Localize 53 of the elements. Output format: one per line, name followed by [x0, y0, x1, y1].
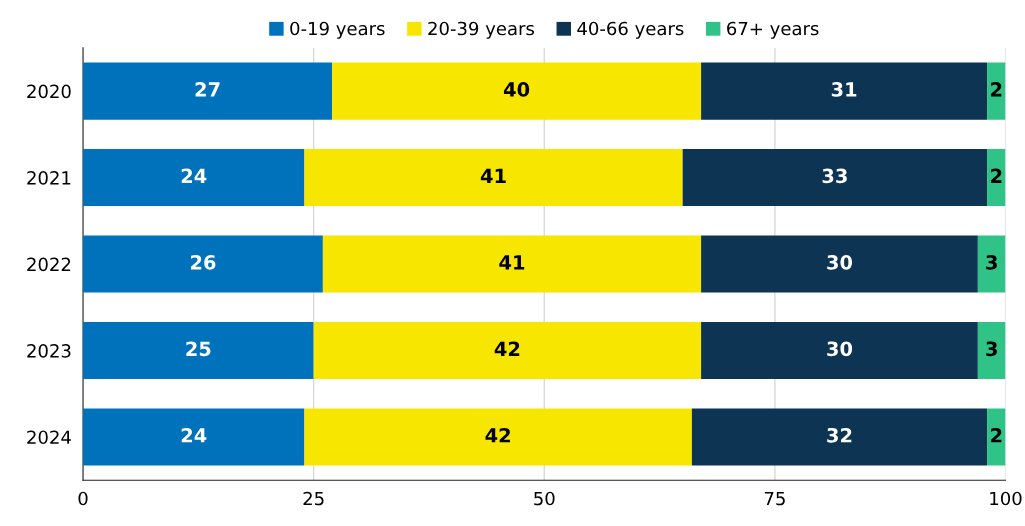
legend-label: 40-66 years — [577, 21, 684, 39]
x-tick-label: 50 — [534, 491, 555, 506]
data-label: 41 — [499, 255, 525, 270]
bar — [701, 62, 988, 120]
y-tick-label: 2021 — [27, 171, 71, 185]
bar — [332, 62, 702, 120]
legend-label: 67+ years — [727, 21, 819, 39]
data-label: 26 — [190, 254, 216, 270]
data-label: 3 — [986, 341, 997, 357]
bar — [322, 235, 702, 293]
data-label: 25 — [186, 341, 211, 357]
x-tick-label: 25 — [303, 491, 324, 506]
data-label: 42 — [494, 341, 520, 356]
data-label: 32 — [827, 427, 852, 443]
x-tick-label: 100 — [990, 491, 1022, 506]
data-label: 27 — [195, 82, 220, 97]
bar — [977, 321, 1006, 380]
data-label: 24 — [181, 168, 207, 183]
bar — [691, 408, 988, 466]
bar — [83, 321, 314, 380]
data-label: 40 — [503, 82, 530, 97]
data-label: 24 — [181, 427, 207, 443]
bar — [987, 408, 1006, 466]
y-tick-label: 2024 — [27, 430, 71, 445]
bar — [83, 62, 333, 120]
data-label: 2 — [991, 168, 1002, 183]
data-label: 33 — [822, 168, 847, 184]
bar — [83, 408, 305, 466]
legend-label: 0-19 years — [290, 21, 385, 39]
bar — [682, 149, 988, 207]
bar — [313, 321, 702, 380]
data-label: 2 — [991, 82, 1002, 97]
y-tick-label: 2023 — [27, 343, 71, 358]
bar — [304, 408, 692, 466]
data-label: 31 — [831, 82, 857, 97]
data-label: 30 — [827, 341, 853, 357]
bar — [701, 235, 978, 293]
x-tick-label: 0 — [78, 491, 88, 506]
bar — [701, 321, 978, 380]
bar — [987, 62, 1006, 120]
bar — [83, 149, 305, 207]
data-label: 30 — [827, 254, 853, 270]
data-label: 2 — [991, 427, 1002, 443]
y-tick-label: 2020 — [27, 84, 71, 99]
x-tick-label: 75 — [764, 491, 785, 506]
data-label: 41 — [480, 168, 506, 183]
bar — [304, 149, 683, 207]
bar — [83, 235, 323, 293]
legend-label: 20-39 years — [428, 21, 534, 39]
y-tick-label: 2022 — [27, 257, 71, 272]
bar — [977, 235, 1006, 293]
data-label: 42 — [485, 427, 510, 443]
data-label: 3 — [986, 254, 997, 270]
